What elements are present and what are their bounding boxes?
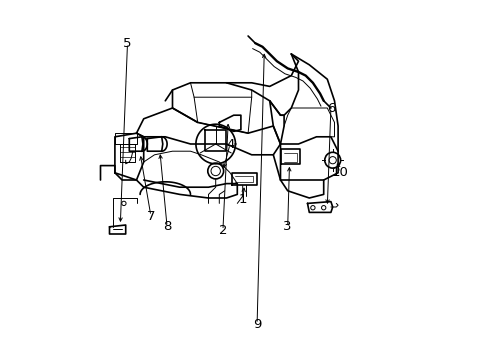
Text: 4: 4: [225, 138, 234, 150]
Text: 10: 10: [331, 166, 347, 179]
Text: 2: 2: [218, 224, 227, 237]
Text: 9: 9: [252, 318, 261, 330]
Text: 3: 3: [283, 220, 291, 233]
Text: 1: 1: [238, 193, 246, 206]
Text: 8: 8: [163, 220, 171, 233]
Text: 6: 6: [326, 102, 334, 114]
Text: 7: 7: [146, 210, 155, 222]
Text: 5: 5: [123, 37, 131, 50]
